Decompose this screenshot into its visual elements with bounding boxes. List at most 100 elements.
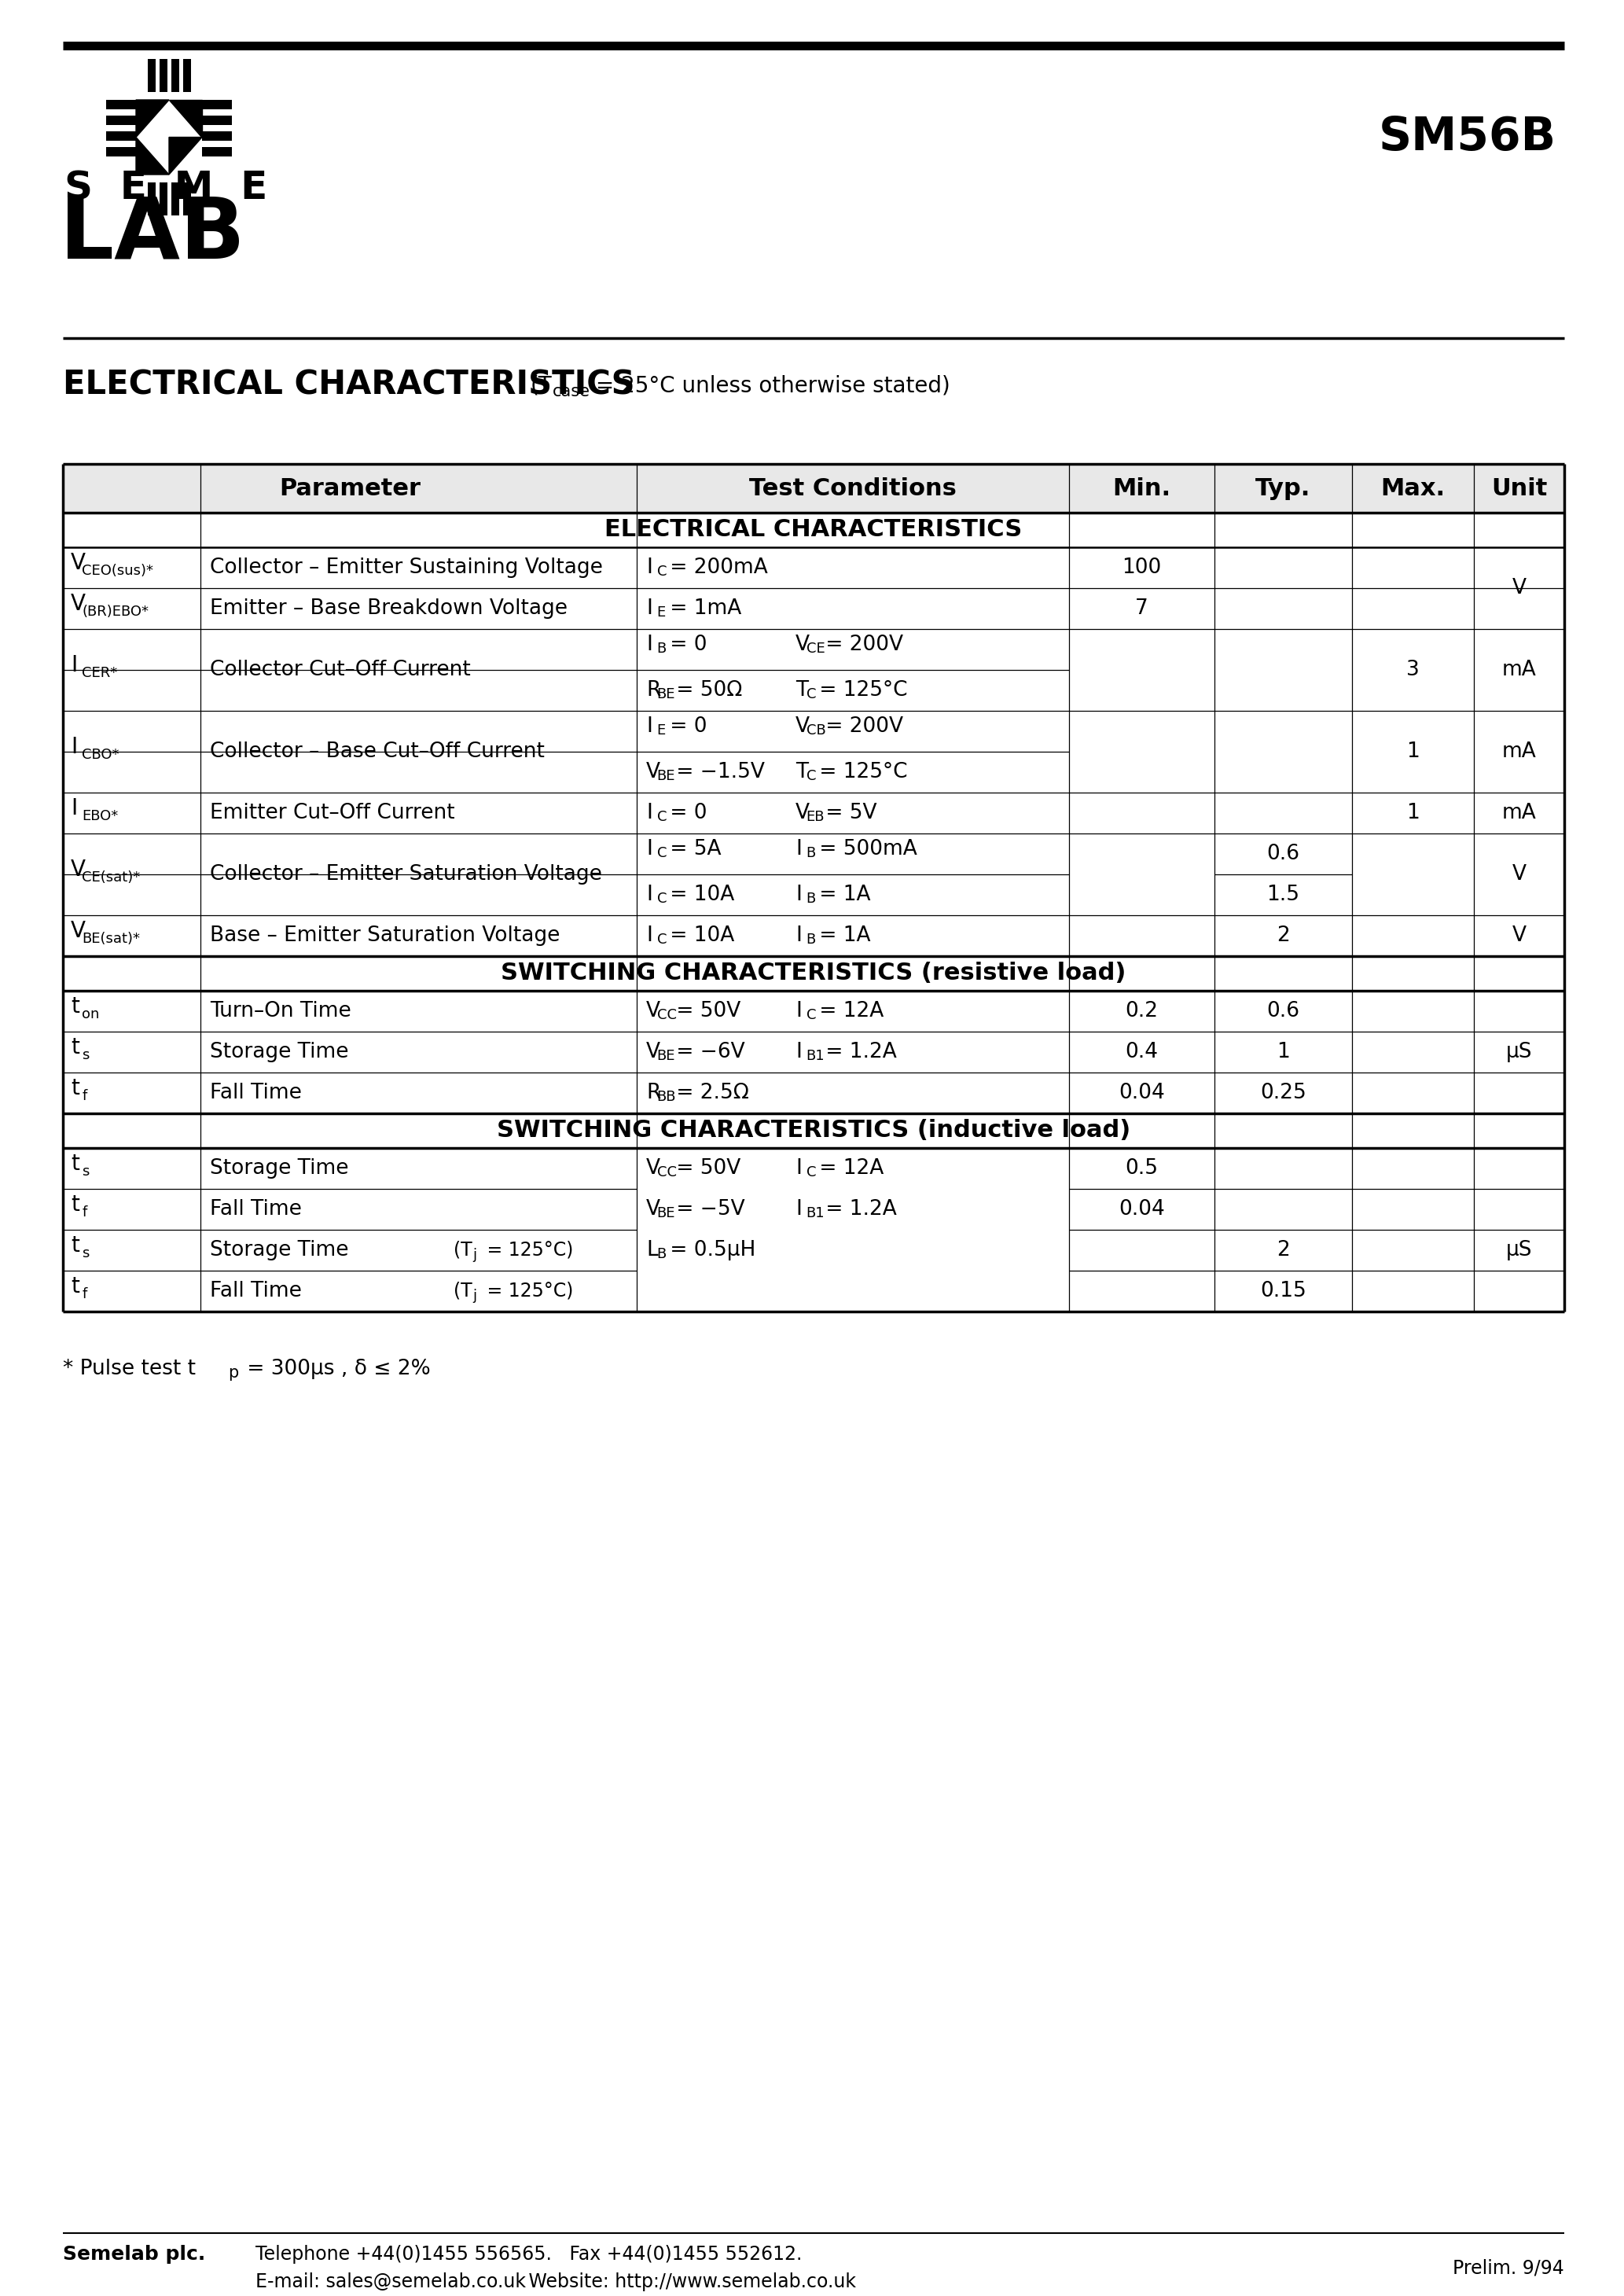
Text: E: E: [656, 606, 666, 620]
Text: = 1.2A: = 1.2A: [818, 1199, 896, 1219]
Text: C: C: [656, 891, 667, 907]
Text: on: on: [83, 1008, 99, 1022]
Text: Website: http://www.semelab.co.uk: Website: http://www.semelab.co.uk: [512, 2273, 856, 2291]
Text: = 12A: = 12A: [812, 1001, 883, 1022]
Text: t: t: [71, 1153, 80, 1176]
Text: 2: 2: [1276, 925, 1289, 946]
Text: s: s: [83, 1164, 89, 1178]
Text: CC: CC: [656, 1008, 677, 1022]
Bar: [106, 99, 136, 110]
Text: * Pulse test t: * Pulse test t: [63, 1359, 197, 1380]
Text: V: V: [71, 551, 86, 574]
Text: BE: BE: [656, 769, 676, 783]
Text: Collector Cut–Off Current: Collector Cut–Off Current: [209, 659, 471, 680]
Text: μS: μS: [1505, 1042, 1531, 1063]
Text: I: I: [646, 925, 653, 946]
Text: Collector – Emitter Saturation Voltage: Collector – Emitter Saturation Voltage: [209, 863, 603, 884]
Text: T: T: [796, 680, 809, 700]
Text: = 0.5μH: = 0.5μH: [663, 1240, 755, 1261]
Text: (T: (T: [453, 1281, 473, 1300]
Text: = 5A: = 5A: [663, 838, 721, 859]
Text: p: p: [227, 1366, 239, 1380]
Bar: [159, 60, 167, 92]
Text: t: t: [71, 1274, 80, 1297]
Text: 1: 1: [1406, 742, 1419, 762]
Text: ELECTRICAL CHARACTERISTICS: ELECTRICAL CHARACTERISTICS: [604, 519, 1023, 542]
Text: T: T: [796, 762, 809, 783]
Text: I: I: [796, 1001, 802, 1022]
Text: B: B: [806, 891, 815, 907]
Text: B: B: [806, 932, 815, 946]
Bar: [106, 147, 136, 156]
Text: C: C: [656, 845, 667, 861]
Text: = 125°C): = 125°C): [481, 1281, 573, 1300]
Text: C: C: [656, 810, 667, 824]
Bar: [171, 60, 179, 92]
Text: 0.04: 0.04: [1119, 1084, 1164, 1102]
Text: C: C: [806, 1166, 817, 1180]
Text: 1: 1: [1276, 1042, 1289, 1063]
Text: t: t: [71, 1194, 80, 1215]
Text: t: t: [71, 1035, 80, 1058]
Text: = 200V: = 200V: [818, 716, 903, 737]
Text: 0.4: 0.4: [1125, 1042, 1158, 1063]
Text: f: f: [83, 1205, 88, 1219]
Text: I: I: [796, 838, 802, 859]
Text: V: V: [646, 1157, 661, 1178]
Text: = 1A: = 1A: [812, 925, 870, 946]
Text: EB: EB: [806, 810, 825, 824]
Text: I: I: [71, 654, 78, 677]
Text: 7: 7: [1135, 599, 1148, 620]
Text: I: I: [646, 599, 653, 620]
Text: Collector – Emitter Sustaining Voltage: Collector – Emitter Sustaining Voltage: [209, 558, 603, 579]
Text: = 1A: = 1A: [812, 884, 870, 905]
Text: CEO(sus)*: CEO(sus)*: [83, 565, 154, 579]
Text: j: j: [473, 1247, 476, 1263]
Text: V: V: [1512, 925, 1527, 946]
Text: = 50V: = 50V: [669, 1157, 741, 1178]
Bar: [201, 115, 232, 124]
Text: V: V: [71, 921, 86, 941]
Text: Parameter: Parameter: [279, 478, 421, 501]
Text: BE: BE: [656, 687, 676, 700]
Text: 0.6: 0.6: [1267, 1001, 1299, 1022]
Text: B1: B1: [806, 1205, 825, 1221]
Bar: [63, 464, 1564, 512]
Text: V: V: [796, 634, 810, 654]
Text: C: C: [806, 769, 817, 783]
Bar: [184, 60, 190, 92]
Text: = 1.2A: = 1.2A: [818, 1042, 896, 1063]
Text: C: C: [806, 1008, 817, 1022]
Text: Typ.: Typ.: [1255, 478, 1311, 501]
Bar: [171, 181, 179, 216]
Text: I: I: [796, 925, 802, 946]
Text: Storage Time: Storage Time: [209, 1157, 349, 1178]
Text: Base – Emitter Saturation Voltage: Base – Emitter Saturation Voltage: [209, 925, 560, 946]
Polygon shape: [169, 138, 201, 174]
Text: CE: CE: [806, 641, 825, 657]
Text: I: I: [646, 634, 653, 654]
Text: EBO*: EBO*: [83, 808, 119, 824]
Text: t: t: [71, 1077, 80, 1100]
Text: t: t: [71, 996, 80, 1017]
Text: 100: 100: [1122, 558, 1161, 579]
Text: Max.: Max.: [1380, 478, 1445, 501]
Text: Prelim. 9/94: Prelim. 9/94: [1453, 2259, 1564, 2278]
Text: Test Conditions: Test Conditions: [749, 478, 957, 501]
Text: CER*: CER*: [83, 666, 117, 680]
Bar: [148, 181, 156, 216]
Text: Telephone +44(0)1455 556565.   Fax +44(0)1455 552612.: Telephone +44(0)1455 556565. Fax +44(0)1…: [255, 2245, 802, 2264]
Bar: [106, 131, 136, 140]
Text: mA: mA: [1502, 804, 1536, 824]
Text: V: V: [71, 859, 86, 882]
Text: I: I: [796, 1199, 802, 1219]
Text: s: s: [83, 1247, 89, 1261]
Text: B: B: [656, 641, 666, 657]
Text: Fall Time: Fall Time: [209, 1084, 302, 1102]
Bar: [148, 60, 156, 92]
Text: V: V: [646, 1199, 661, 1219]
Text: 0.15: 0.15: [1260, 1281, 1306, 1302]
Text: 0.25: 0.25: [1260, 1084, 1306, 1102]
Text: = −1.5V: = −1.5V: [669, 762, 765, 783]
Text: I: I: [796, 1042, 802, 1063]
